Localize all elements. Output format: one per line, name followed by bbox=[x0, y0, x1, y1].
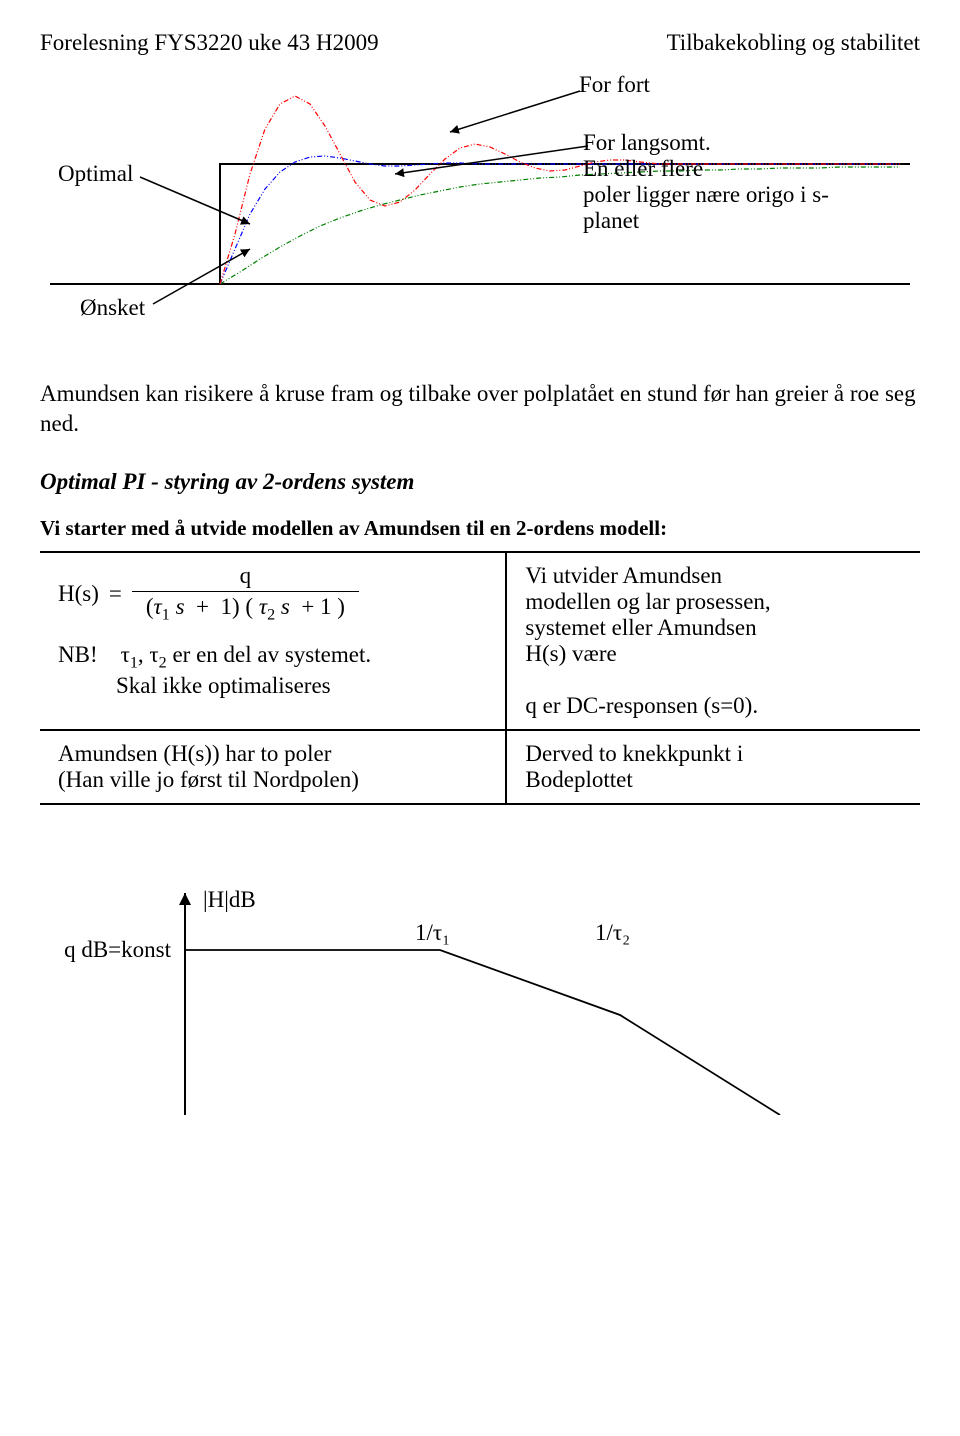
r1c2-l4: H(s) være bbox=[525, 641, 616, 666]
label-for-fort: For fort bbox=[579, 72, 650, 98]
tau-note: τ1, τ2 er en del av systemet. bbox=[121, 642, 371, 667]
r2c1-l2: (Han ville jo først til Nordpolen) bbox=[58, 767, 359, 792]
cell-r1c1: H(s) = q (τ1 s + 1) ( τ2 s + 1 ) NB! τ1,… bbox=[40, 553, 506, 730]
bode-svg: |H|dB q dB=konst 1/τ₁ 1/τ₂ bbox=[40, 865, 800, 1115]
r1c2-l5: q er DC-responsen (s=0). bbox=[525, 693, 758, 718]
r2c2-l1: Derved to knekkpunkt i bbox=[525, 741, 743, 766]
r1c2-l1: Vi utvider Amundsen bbox=[525, 563, 722, 588]
step-response-diagram: For fort Optimal Ønsket For langsomt. En… bbox=[40, 74, 920, 354]
hs-numerator: q bbox=[226, 563, 266, 591]
r1c2-l2: modellen og lar prosessen, bbox=[525, 589, 770, 614]
svg-text:1/τ₂: 1/τ₂ bbox=[595, 920, 630, 945]
section-title-optimal-pi: Optimal PI - styring av 2-ordens system bbox=[40, 469, 920, 495]
header-right: Tilbakekobling og stabilitet bbox=[667, 30, 920, 56]
svg-text:q dB=konst: q dB=konst bbox=[64, 937, 172, 962]
bode-diagram: |H|dB q dB=konst 1/τ₁ 1/τ₂ bbox=[40, 865, 920, 1120]
header-left: Forelesning FYS3220 uke 43 H2009 bbox=[40, 30, 379, 56]
svg-text:|H|dB: |H|dB bbox=[203, 887, 256, 912]
r2c1-l1: Amundsen (H(s)) har to poler bbox=[58, 741, 331, 766]
label-optimal: Optimal bbox=[58, 161, 133, 187]
svg-text:1/τ₁: 1/τ₁ bbox=[415, 920, 450, 945]
r2c2-l2: Bodeplottet bbox=[525, 767, 632, 792]
page-header: Forelesning FYS3220 uke 43 H2009 Tilbake… bbox=[40, 30, 920, 56]
label-onsket: Ønsket bbox=[80, 295, 145, 321]
paragraph-amundsen: Amundsen kan risikere å kruse fram og ti… bbox=[40, 379, 920, 439]
cell-r2c2: Derved to knekkpunkt i Bodeplottet bbox=[506, 730, 920, 803]
hs-denominator: (τ1 s + 1) ( τ2 s + 1 ) bbox=[132, 591, 359, 625]
nb-block: NB! τ1, τ2 er en del av systemet. Skal i… bbox=[58, 642, 487, 699]
hs-fraction: q (τ1 s + 1) ( τ2 s + 1 ) bbox=[132, 563, 359, 625]
nb-label: NB! bbox=[58, 642, 98, 667]
model-table: H(s) = q (τ1 s + 1) ( τ2 s + 1 ) NB! τ1,… bbox=[40, 551, 920, 805]
hs-lhs: H(s) bbox=[58, 581, 99, 607]
skal-line: Skal ikke optimaliseres bbox=[116, 673, 331, 699]
hs-eq: = bbox=[109, 581, 122, 607]
cell-r2c1: Amundsen (H(s)) har to poler (Han ville … bbox=[40, 730, 506, 803]
cell-r1c2: Vi utvider Amundsen modellen og lar pros… bbox=[506, 553, 920, 730]
hs-equation: H(s) = q (τ1 s + 1) ( τ2 s + 1 ) bbox=[58, 563, 487, 625]
r1c2-l3: systemet eller Amundsen bbox=[525, 615, 756, 640]
intro-line: Vi starter med å utvide modellen av Amun… bbox=[40, 516, 920, 541]
label-for-langsomt: For langsomt. En eller flere poler ligge… bbox=[583, 130, 829, 234]
